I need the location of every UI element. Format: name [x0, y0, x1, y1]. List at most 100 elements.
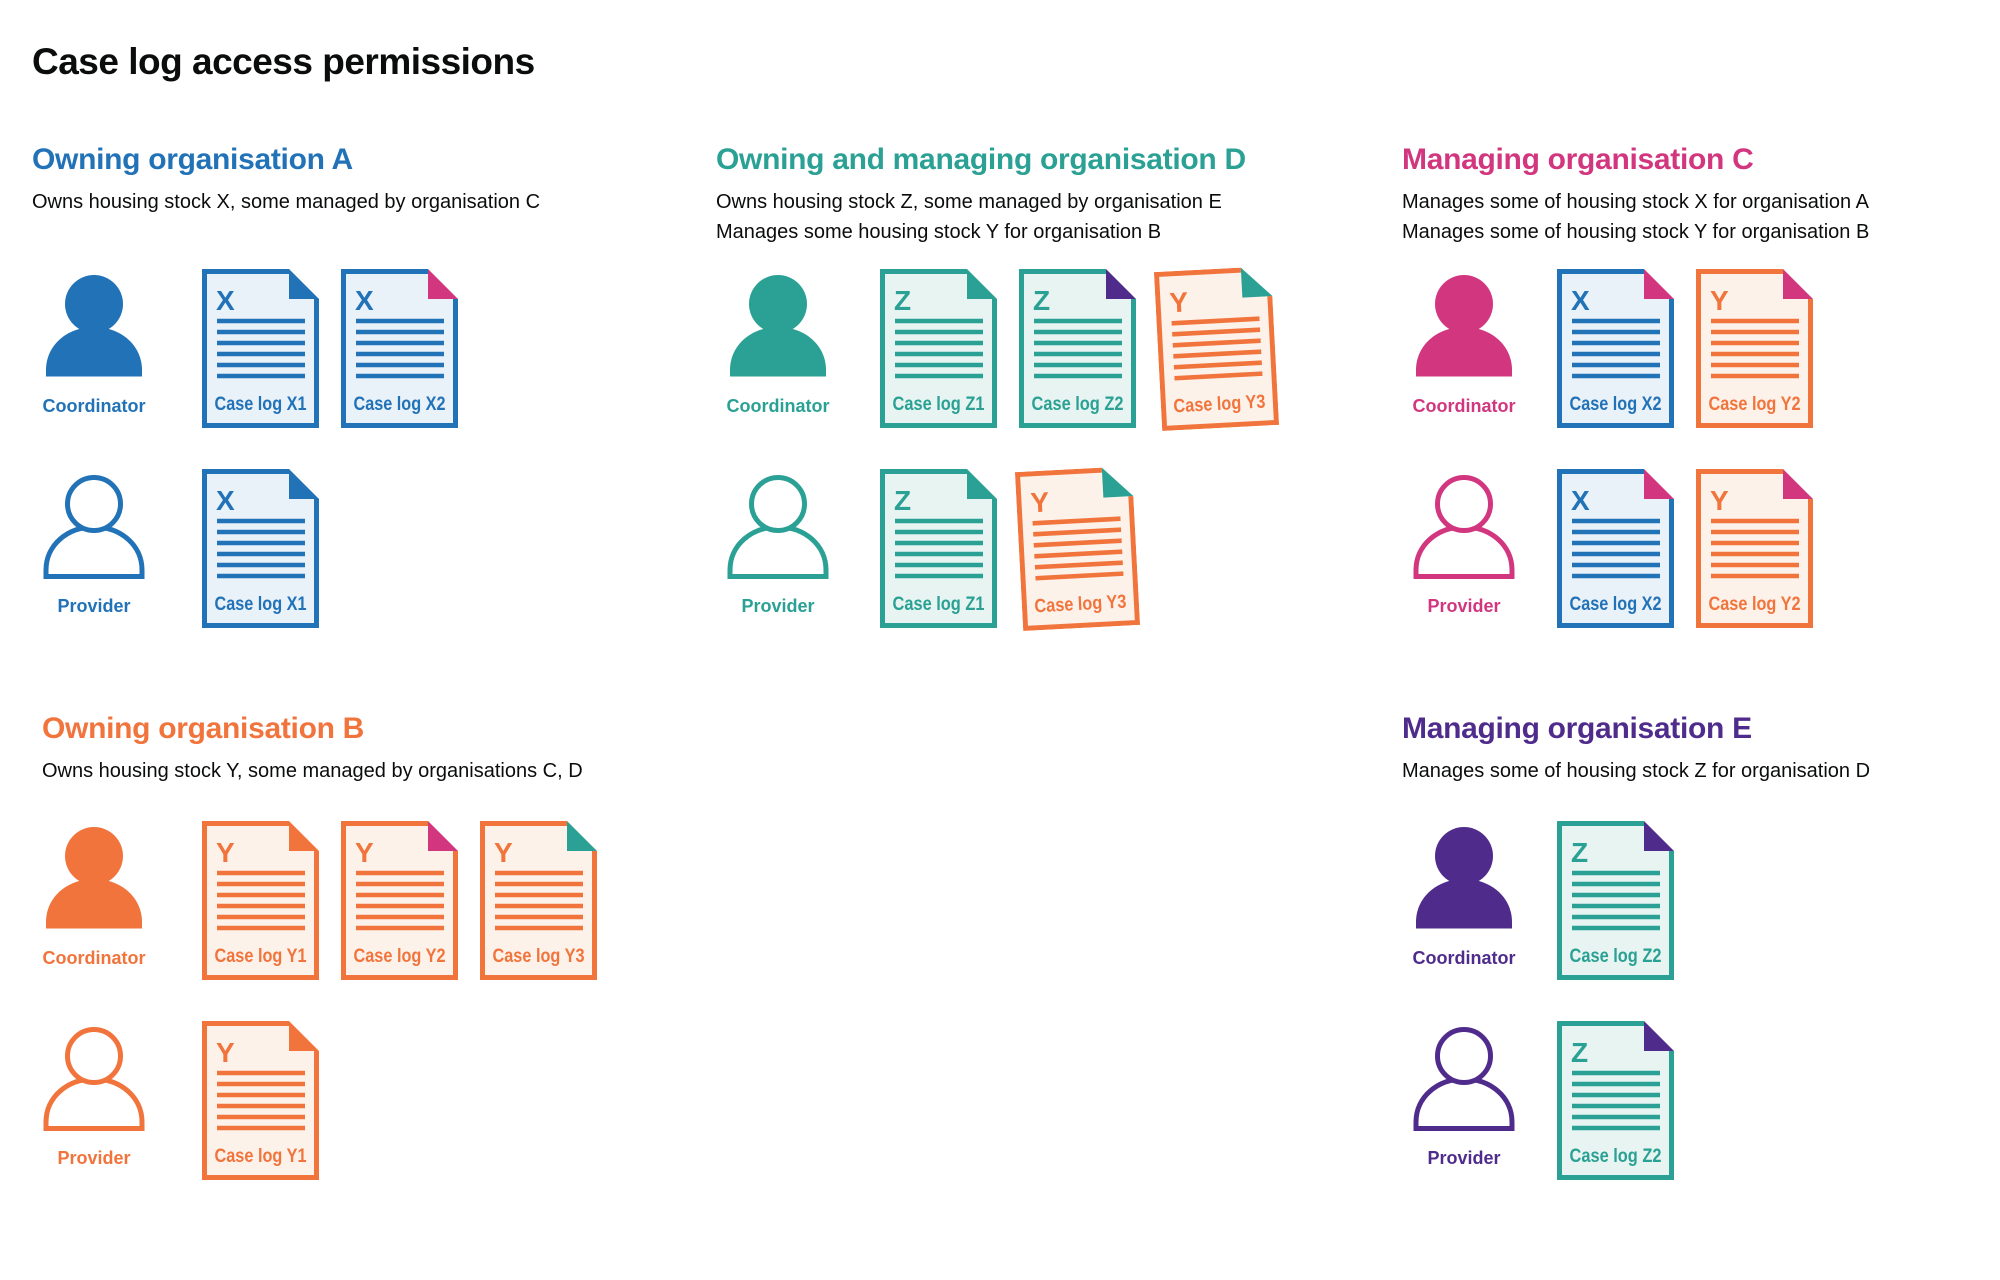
coordinator-row: Coordinator X Case log X2 Y Case log Y2 — [1402, 269, 2000, 428]
document-text-line — [1034, 549, 1123, 559]
organisation-heading: Owning and managing organisation D — [716, 143, 1246, 176]
document-label: Case log Z1 — [893, 594, 985, 615]
document-page — [343, 823, 456, 978]
coordinator-label: Coordinator — [1412, 396, 1516, 416]
provider-documents: X Case log X1 — [202, 469, 319, 628]
organisation-heading: Owning organisation B — [42, 712, 365, 745]
case-log-document: Y Case log Y3 — [1014, 467, 1141, 631]
organisation-heading: Managing organisation E — [1402, 712, 1752, 745]
person-shoulders — [1416, 327, 1512, 377]
document-page — [882, 271, 995, 426]
page-title: Case log access permissions — [32, 41, 535, 82]
document-label: Case log Y3 — [1034, 592, 1127, 618]
coordinator-label: Coordinator — [726, 396, 830, 416]
organisation-description: Manages some of housing stock Z for orga… — [1402, 756, 1870, 786]
coordinator-icon — [730, 275, 826, 377]
document-text-line — [1172, 327, 1261, 337]
document-label: Case log Y2 — [1709, 594, 1801, 615]
case-log-document: Z Case log Z1 — [880, 469, 997, 628]
coordinator-block: Coordinator — [1412, 275, 1516, 425]
coordinator-row: Coordinator Z Case log Z2 — [1402, 821, 2000, 980]
folded-corner-icon — [1644, 1021, 1674, 1051]
provider-label: Provider — [1427, 1148, 1501, 1168]
folded-corner-icon — [1106, 269, 1136, 299]
folded-corner-icon — [428, 821, 458, 851]
organisation-heading: Managing organisation C — [1402, 143, 1754, 176]
document-label: Case log Y1 — [215, 1146, 307, 1167]
document-page — [1021, 271, 1134, 426]
coordinator-label: Coordinator — [1412, 948, 1516, 968]
document-border — [480, 821, 597, 980]
provider-block: Provider — [1413, 475, 1515, 625]
coordinator-documents: X Case log X1 X Case log X2 — [202, 269, 458, 428]
provider-block: Provider — [727, 475, 829, 625]
person-head — [1435, 827, 1493, 885]
document-border — [1557, 1021, 1674, 1180]
case-log-document: X Case log X2 — [341, 269, 458, 428]
person-head — [1435, 275, 1493, 333]
organisation-heading: Owning organisation A — [32, 143, 353, 176]
organisation-description-line: Manages some of housing stock Z for orga… — [1402, 760, 1871, 782]
document-text-line — [1172, 338, 1261, 348]
document-stock-letter: Y — [1710, 485, 1729, 516]
person-shoulders — [46, 327, 142, 377]
case-log-document: Y Case log Y2 — [1696, 469, 1813, 628]
document-page — [1698, 471, 1811, 626]
folded-corner-icon — [1783, 269, 1813, 299]
document-stock-letter: X — [1571, 285, 1590, 316]
case-log-document: Y Case log Y3 — [1153, 267, 1280, 431]
document-label: Case log X2 — [1570, 394, 1662, 415]
document-page — [1156, 270, 1277, 429]
document-stock-letter: X — [1571, 485, 1590, 516]
document-text-line — [1173, 349, 1262, 359]
provider-block: Provider — [43, 1027, 145, 1177]
document-border — [202, 469, 319, 628]
person-head — [749, 475, 807, 533]
document-border — [1019, 269, 1136, 428]
document-label: Case log X2 — [354, 394, 446, 415]
document-label: Case log Y2 — [354, 946, 446, 967]
document-text-line — [1032, 516, 1121, 526]
provider-row: Provider Z Case log Z1 Y Case log Y3 — [716, 467, 1386, 631]
folded-corner-icon — [289, 469, 319, 499]
coordinator-icon — [46, 827, 142, 929]
document-stock-letter: Y — [216, 837, 235, 868]
document-border — [1557, 821, 1674, 980]
document-page — [204, 271, 317, 426]
provider-label: Provider — [741, 596, 815, 616]
organisation-description-line: Owns housing stock Y, some managed by or… — [42, 760, 583, 782]
organisation-description: Owns housing stock Z, some managed by or… — [716, 187, 1222, 247]
document-label: Case log Z2 — [1570, 946, 1662, 967]
document-label: Case log X1 — [215, 594, 307, 615]
document-border — [880, 269, 997, 428]
provider-block: Provider — [1413, 1027, 1515, 1177]
coordinator-documents: Z Case log Z2 — [1557, 821, 1674, 980]
provider-documents: Y Case log Y1 — [202, 1021, 319, 1180]
coordinator-documents: Z Case log Z1 Z Case log Z2 Y Case log Y… — [880, 267, 1280, 431]
document-label: Case log Z2 — [1032, 394, 1124, 415]
folded-corner-icon — [567, 821, 597, 851]
case-log-document: X Case log X1 — [202, 469, 319, 628]
person-head — [1435, 475, 1493, 533]
document-stock-letter: Z — [1571, 837, 1588, 868]
document-text-line — [1034, 560, 1123, 570]
case-log-document: Y Case log Y1 — [202, 821, 319, 980]
coordinator-row: Coordinator X Case log X1 X Case log X2 — [32, 269, 702, 428]
folded-corner-icon — [1240, 267, 1273, 298]
document-border — [202, 821, 319, 980]
provider-label: Provider — [57, 1148, 131, 1168]
case-log-document: X Case log X2 — [1557, 269, 1674, 428]
provider-icon — [43, 1027, 145, 1131]
document-page — [343, 271, 456, 426]
document-border — [341, 821, 458, 980]
document-page — [482, 823, 595, 978]
folded-corner-icon — [428, 269, 458, 299]
person-head — [65, 475, 123, 533]
document-label: Case log X1 — [215, 394, 307, 415]
document-page — [1559, 823, 1672, 978]
provider-row: Provider X Case log X2 Y Case log Y2 — [1402, 469, 2000, 628]
person-head — [65, 1027, 123, 1085]
person-shoulders — [1416, 879, 1512, 929]
provider-label: Provider — [1427, 596, 1501, 616]
coordinator-icon — [46, 275, 142, 377]
